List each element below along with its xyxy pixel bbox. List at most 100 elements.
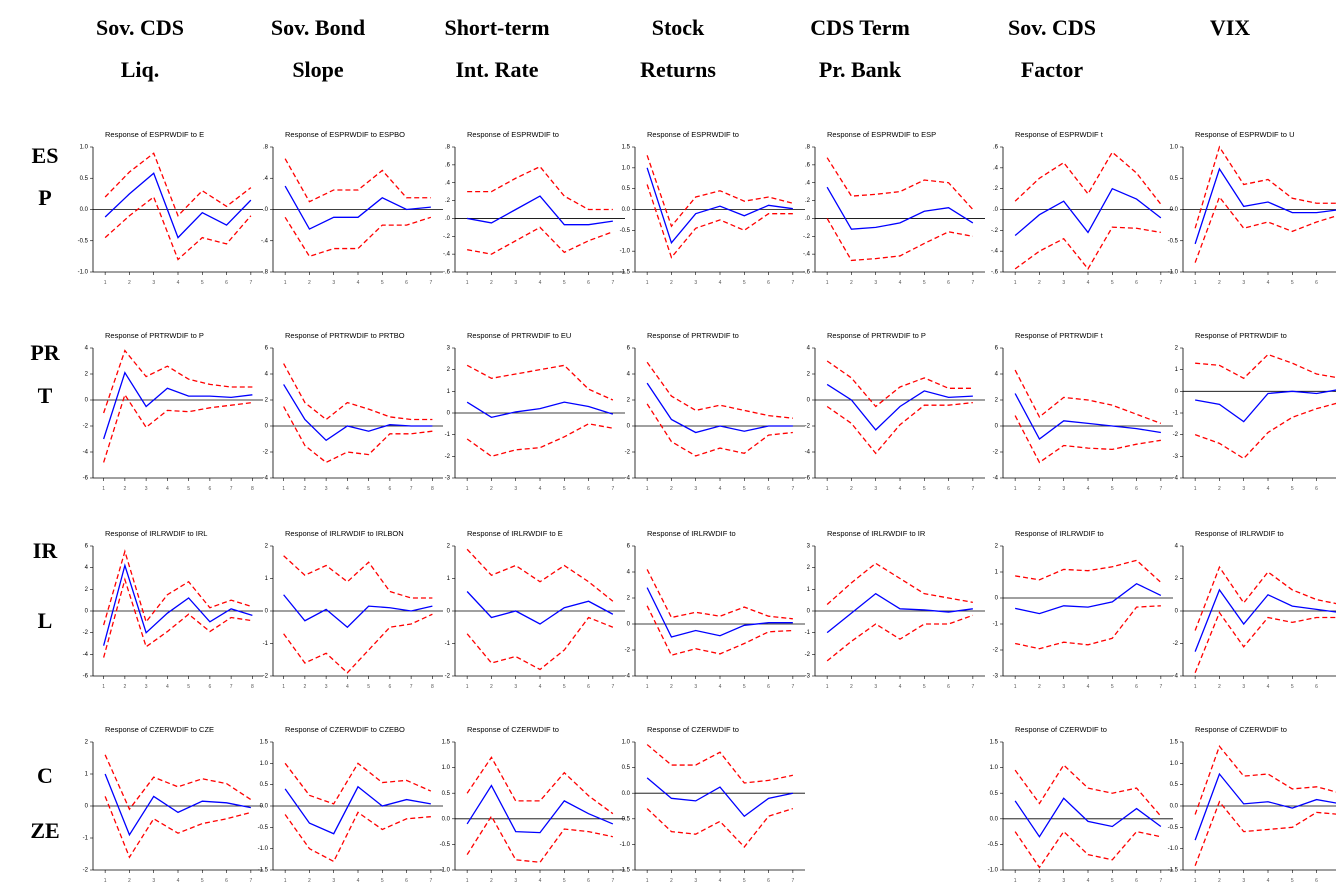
y-tick-label: 1 xyxy=(995,570,999,576)
panel: Response of ESPRWDIF to E -1.0 -0.5 0.0 0.5 1… xyxy=(78,130,263,286)
band-line xyxy=(467,165,613,211)
x-tick-label: 6 xyxy=(767,486,770,492)
x-tick-label: 1 xyxy=(646,280,649,286)
response-line xyxy=(826,592,973,634)
y-tick-label: .0 xyxy=(445,216,451,222)
panel-title: Response of ESPRWDIF to ESP xyxy=(827,130,936,139)
panel-title: Response of CZERWDIF to CZEBO xyxy=(285,725,405,734)
response-line xyxy=(1014,187,1162,237)
row-label: T xyxy=(38,383,53,408)
x-tick-label: 1 xyxy=(104,878,107,884)
x-tick-label: 7 xyxy=(791,280,794,286)
x-tick-label: 2 xyxy=(308,878,311,884)
y-tick-label: -4 xyxy=(1173,476,1179,482)
panel-title: Response of IRLRWDIF to IRLBON xyxy=(285,529,404,538)
x-tick-label: 3 xyxy=(325,486,328,492)
band-line xyxy=(1014,830,1161,869)
x-tick-label: 2 xyxy=(1038,486,1041,492)
band-line xyxy=(646,807,794,848)
y-tick-label: 2 xyxy=(995,398,999,404)
x-tick-label: 2 xyxy=(123,486,126,492)
x-tick-label: 2 xyxy=(1218,878,1221,884)
column-header: Slope xyxy=(292,57,344,82)
x-tick-label: 4 xyxy=(346,486,349,492)
x-tick-label: 5 xyxy=(563,486,566,492)
x-tick-label: 8 xyxy=(431,486,434,492)
x-tick-label: 2 xyxy=(303,486,306,492)
y-tick-label: .2 xyxy=(445,198,451,204)
x-tick-label: 7 xyxy=(611,878,614,884)
x-tick-label: 6 xyxy=(947,486,950,492)
x-tick-label: 7 xyxy=(791,684,794,690)
y-tick-label: -0.5 xyxy=(988,842,999,848)
y-tick-label: -.4 xyxy=(261,238,269,244)
row-label: ES xyxy=(32,143,59,168)
y-tick-label: -1.0 xyxy=(258,846,269,852)
y-tick-label: 1.0 xyxy=(80,145,89,151)
band-line xyxy=(467,226,614,255)
x-tick-label: 4 xyxy=(1087,684,1090,690)
x-tick-label: 6 xyxy=(225,280,228,286)
y-tick-label: 0 xyxy=(1175,609,1179,615)
x-tick-label: 1 xyxy=(1194,684,1197,690)
x-tick-label: 5 xyxy=(743,878,746,884)
panel: Response of ESPRWDIF to U -1.0 -0.5 0.0 0.5 1… xyxy=(1168,130,1336,286)
column-header: Returns xyxy=(640,57,716,82)
y-tick-label: 2 xyxy=(1175,346,1179,352)
y-tick-label: -0.5 xyxy=(440,842,451,848)
x-tick-label: 7 xyxy=(429,878,432,884)
y-tick-label: -4 xyxy=(83,652,89,658)
y-tick-label: 0 xyxy=(265,424,269,430)
band-line xyxy=(104,195,252,261)
panel: Response of CZERWDIF to -1.5 -1.0 -0.5 0.0 0.… xyxy=(620,725,805,884)
y-tick-label: 0 xyxy=(627,424,631,430)
y-tick-label: .8 xyxy=(263,145,269,151)
x-tick-label: 5 xyxy=(187,486,190,492)
response-line xyxy=(467,195,613,226)
y-tick-label: 1.0 xyxy=(260,761,269,767)
band-line xyxy=(1194,565,1336,631)
x-tick-label: 6 xyxy=(405,878,408,884)
x-tick-label: 7 xyxy=(410,486,413,492)
band-line xyxy=(826,360,973,408)
y-tick-label: -3 xyxy=(445,476,451,482)
y-tick-label: 1.5 xyxy=(442,740,451,746)
column-header: VIX xyxy=(1210,15,1250,40)
y-tick-label: 4 xyxy=(995,372,999,378)
x-tick-label: 1 xyxy=(1014,878,1017,884)
x-tick-label: 6 xyxy=(947,684,950,690)
y-tick-label: 1 xyxy=(807,587,811,593)
y-tick-label: 0.5 xyxy=(442,791,451,797)
column-header: Liq. xyxy=(121,57,160,82)
x-tick-label: 2 xyxy=(850,684,853,690)
response-line xyxy=(466,401,614,419)
band-line xyxy=(466,616,614,671)
y-tick-label: -1.5 xyxy=(620,868,631,874)
panel: Response of ESPRWDIF to ESP -.6 -.4 -.2 .0 .2… xyxy=(803,130,985,286)
panel: Response of IRLRWDIF to IRLBON -2 -1 0 1 2 1 2 3… xyxy=(263,529,443,690)
band-line xyxy=(466,814,613,864)
x-tick-label: 3 xyxy=(694,684,697,690)
y-tick-label: 1 xyxy=(447,389,451,395)
y-tick-label: -4 xyxy=(805,450,811,456)
x-tick-label: 4 xyxy=(719,280,722,286)
x-tick-label: 3 xyxy=(514,280,517,286)
row-label: P xyxy=(38,185,51,210)
y-tick-label: -2 xyxy=(993,648,999,654)
band-line xyxy=(826,562,973,605)
x-tick-label: 1 xyxy=(826,684,829,690)
y-tick-label: 0.0 xyxy=(622,207,631,213)
x-tick-label: 5 xyxy=(1291,878,1294,884)
x-tick-label: 2 xyxy=(670,486,673,492)
y-tick-label: -1.0 xyxy=(988,868,999,874)
x-tick-label: 3 xyxy=(1062,486,1065,492)
x-tick-label: 5 xyxy=(1291,280,1294,286)
x-tick-label: 1 xyxy=(646,684,649,690)
y-tick-label: 1.0 xyxy=(990,765,999,771)
y-tick-label: 4 xyxy=(627,570,631,576)
y-tick-label: 3 xyxy=(447,346,451,352)
x-tick-label: 2 xyxy=(850,486,853,492)
y-tick-label: -0.5 xyxy=(1168,825,1179,831)
band-line xyxy=(646,403,793,457)
x-tick-label: 5 xyxy=(1111,486,1114,492)
